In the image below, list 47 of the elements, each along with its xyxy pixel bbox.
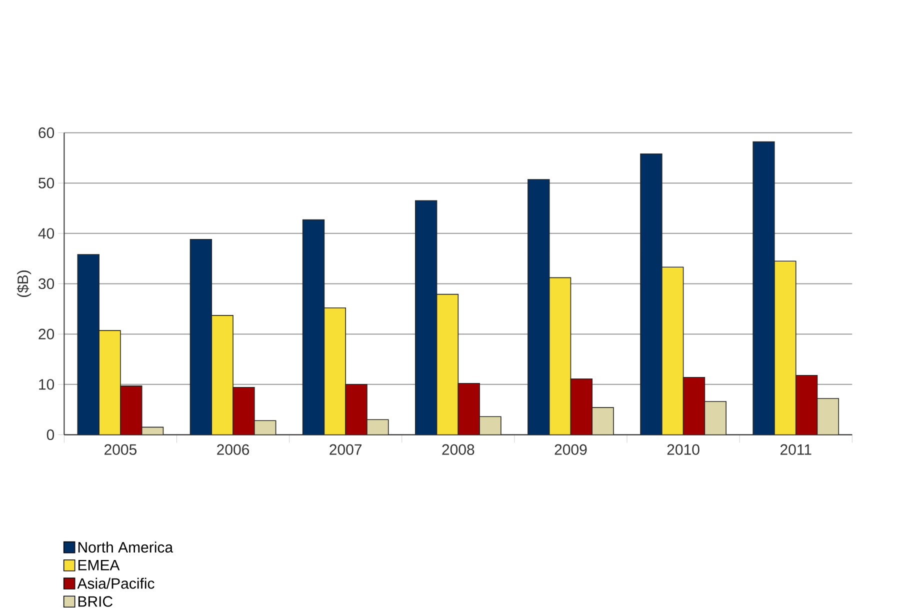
bar: [752, 141, 775, 435]
bar: [704, 401, 726, 435]
bar: [98, 330, 121, 435]
x-tick-label: 2009: [554, 444, 587, 455]
legend-label: EMEA: [78, 560, 120, 570]
bar: [816, 398, 840, 435]
x-tick-label: 2010: [667, 444, 700, 455]
bar: [774, 260, 796, 435]
bar: [570, 378, 593, 435]
y-tick-label: 60: [38, 127, 54, 138]
bar: [662, 266, 684, 435]
x-tick-label: 2011: [780, 444, 812, 455]
bar: [254, 420, 276, 435]
bar: [324, 307, 346, 435]
y-tick-label: 0: [46, 429, 54, 440]
bar: [682, 376, 706, 435]
legend-label: BRIC: [78, 596, 112, 607]
bar: [795, 374, 818, 435]
legend-label: North America: [78, 542, 174, 553]
bar: [640, 153, 662, 435]
bar: [436, 294, 459, 435]
bar: [548, 277, 572, 435]
bar: [528, 179, 550, 435]
x-tick-label: 2008: [442, 444, 474, 455]
bar: [77, 254, 100, 435]
bar: [302, 219, 325, 435]
bar: [414, 200, 438, 435]
bar: [120, 385, 142, 435]
y-tick-label: 10: [39, 379, 54, 390]
y-axis-title: ($B): [16, 270, 32, 297]
bar: [592, 407, 614, 435]
y-tick-label: 50: [38, 178, 54, 188]
legend-label: Asia/Pacific: [77, 578, 154, 589]
bar: [232, 386, 255, 435]
y-tick-label: 30: [38, 278, 54, 289]
bar: [479, 416, 502, 435]
x-tick-label: 2006: [217, 444, 250, 455]
bar: [142, 427, 164, 435]
bar: [458, 382, 480, 435]
x-tick-label: 2007: [330, 444, 362, 455]
y-tick-label: 20: [38, 328, 54, 340]
bar: [190, 238, 212, 435]
x-tick-label: 2005: [104, 444, 137, 455]
bar: [211, 314, 234, 435]
bar: [366, 419, 389, 435]
y-tick-label: 40: [38, 228, 54, 239]
bar: [345, 384, 368, 435]
